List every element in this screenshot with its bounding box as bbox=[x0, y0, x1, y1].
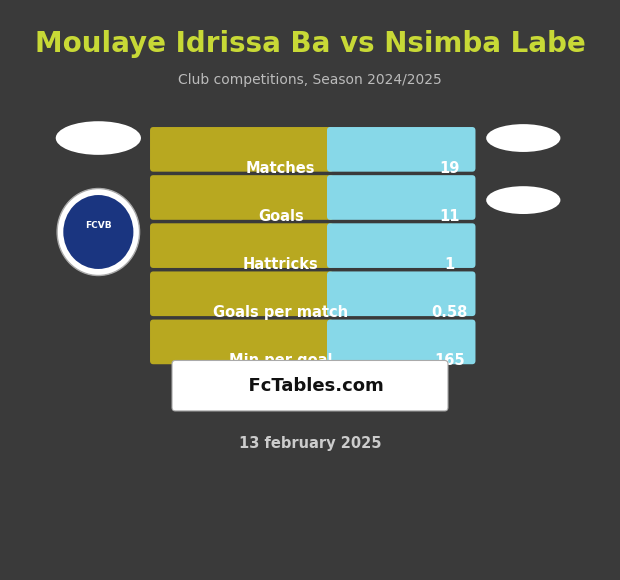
Ellipse shape bbox=[486, 186, 560, 214]
Text: Goals: Goals bbox=[258, 209, 304, 224]
FancyBboxPatch shape bbox=[172, 360, 448, 411]
Ellipse shape bbox=[486, 124, 560, 152]
Text: Goals per match: Goals per match bbox=[213, 305, 348, 320]
Circle shape bbox=[57, 188, 140, 276]
Ellipse shape bbox=[56, 121, 141, 155]
FancyBboxPatch shape bbox=[150, 175, 334, 220]
Text: 0.58: 0.58 bbox=[432, 305, 468, 320]
Text: FCVB: FCVB bbox=[85, 220, 112, 230]
Circle shape bbox=[63, 195, 133, 269]
Text: 165: 165 bbox=[435, 353, 465, 368]
FancyBboxPatch shape bbox=[150, 223, 334, 268]
Text: 19: 19 bbox=[440, 161, 460, 176]
Text: 1: 1 bbox=[445, 257, 455, 272]
FancyBboxPatch shape bbox=[327, 223, 476, 268]
FancyBboxPatch shape bbox=[150, 271, 334, 316]
Text: Min per goal: Min per goal bbox=[229, 353, 332, 368]
Text: 13 february 2025: 13 february 2025 bbox=[239, 436, 381, 451]
FancyBboxPatch shape bbox=[327, 175, 476, 220]
FancyBboxPatch shape bbox=[327, 271, 476, 316]
FancyBboxPatch shape bbox=[150, 320, 334, 364]
Text: FcTables.com: FcTables.com bbox=[236, 376, 384, 395]
FancyBboxPatch shape bbox=[150, 127, 334, 172]
FancyBboxPatch shape bbox=[327, 127, 476, 172]
Text: 11: 11 bbox=[440, 209, 460, 224]
Text: Matches: Matches bbox=[246, 161, 316, 176]
Text: Club competitions, Season 2024/2025: Club competitions, Season 2024/2025 bbox=[178, 73, 442, 87]
Text: Moulaye Idrissa Ba vs Nsimba Labe: Moulaye Idrissa Ba vs Nsimba Labe bbox=[35, 30, 585, 57]
FancyBboxPatch shape bbox=[327, 320, 476, 364]
Text: Hattricks: Hattricks bbox=[243, 257, 319, 272]
